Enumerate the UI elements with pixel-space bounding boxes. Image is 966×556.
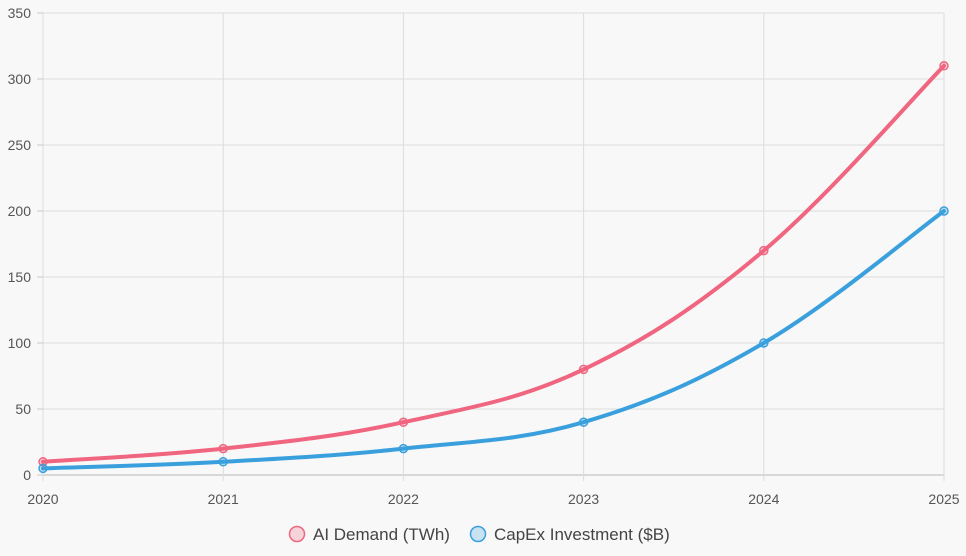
- x-tick-label: 2025: [928, 491, 959, 507]
- data-point-series-1: [578, 417, 589, 427]
- data-point-series-0: [38, 457, 48, 467]
- data-point-series-1: [218, 457, 228, 467]
- data-point-series-1: [759, 338, 769, 348]
- x-tick-label: 2024: [748, 491, 779, 507]
- y-tick-label: 50: [15, 401, 31, 417]
- x-tick-label: 2023: [568, 491, 599, 507]
- data-point-series-1: [38, 463, 48, 474]
- y-tick-label: 0: [23, 467, 31, 483]
- data-point-series-0: [578, 364, 589, 375]
- legend-marker-capex[interactable]: [469, 525, 487, 543]
- legend: AI Demand (TWh) CapEx Investment ($B): [288, 525, 670, 544]
- y-tick-label: 250: [8, 137, 32, 153]
- data-point-series-1: [398, 443, 409, 454]
- legend-label-ai-demand[interactable]: AI Demand (TWh): [313, 525, 450, 544]
- data-point-series-0: [398, 417, 409, 427]
- series-line-1: [41, 209, 946, 471]
- x-tick-label: 2022: [388, 491, 419, 507]
- series-line-0: [41, 63, 946, 464]
- x-axis-ticks: 2020 2021 2022 2023 2024 2025: [27, 491, 959, 507]
- data-point-series-0: [759, 245, 769, 256]
- y-tick-label: 100: [8, 335, 32, 351]
- legend-marker-ai-demand[interactable]: [288, 525, 306, 543]
- data-point-series-0: [218, 443, 228, 454]
- x-tick-label: 2020: [27, 491, 58, 507]
- y-tick-label: 350: [8, 5, 32, 21]
- y-tick-label: 300: [8, 71, 32, 87]
- y-tick-label: 200: [8, 203, 32, 219]
- grid-lines: [42, 12, 945, 481]
- series-layer: [38, 61, 949, 474]
- x-tick-label: 2021: [208, 491, 239, 507]
- data-point-series-1: [939, 206, 949, 216]
- data-point-series-0: [939, 61, 949, 71]
- legend-label-capex[interactable]: CapEx Investment ($B): [494, 525, 670, 544]
- y-axis-ticks: 0 50 100 150 200 250 300 350: [8, 5, 43, 483]
- y-tick-label: 150: [8, 269, 32, 285]
